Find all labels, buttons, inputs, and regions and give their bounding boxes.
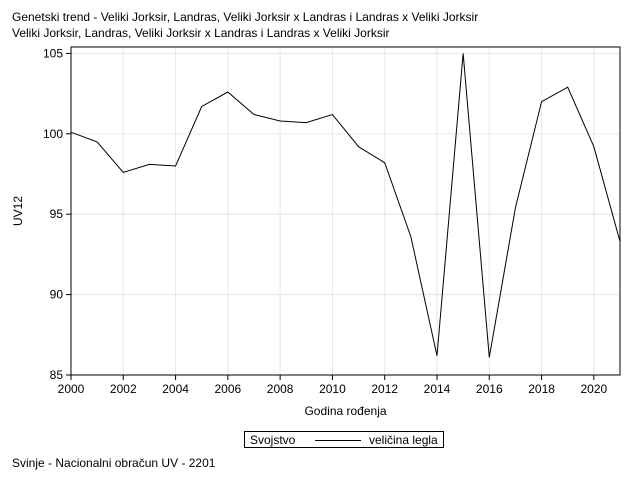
data-point: [409, 235, 412, 238]
data-point: [305, 121, 308, 124]
data-point: [619, 240, 622, 243]
x-tick-label: 2002: [110, 382, 137, 396]
legend-line-swatch: [315, 440, 361, 441]
plot-area: [70, 46, 621, 376]
x-axis-label: Godina rođenja: [304, 404, 386, 418]
y-tick-label: 100: [43, 127, 63, 141]
y-tick-label: 105: [43, 46, 63, 60]
y-tick-label: 85: [50, 368, 64, 382]
data-point: [226, 91, 229, 94]
footnote: Svinje - Nacionalni obračun UV - 2201: [12, 456, 216, 470]
x-tick-label: 2012: [371, 382, 398, 396]
legend-series-label: veličina legla: [369, 433, 438, 447]
data-point: [566, 86, 569, 89]
x-tick-label: 2008: [267, 382, 294, 396]
data-point: [96, 140, 99, 143]
data-point: [174, 164, 177, 167]
x-tick-label: 2020: [581, 382, 608, 396]
data-point: [488, 356, 491, 359]
x-tick-label: 2018: [528, 382, 555, 396]
chart-title: Genetski trend - Veliki Jorksir, Landras…: [12, 10, 479, 24]
chart-subtitle: Veliki Jorksir, Landras, Veliki Jorksir …: [12, 26, 390, 40]
data-point: [331, 113, 334, 116]
data-point: [253, 113, 256, 116]
grid: [70, 47, 620, 376]
x-tick-label: 2006: [215, 382, 242, 396]
x-tick-label: 2014: [424, 382, 451, 396]
data-point: [279, 119, 282, 122]
data-point: [148, 163, 151, 166]
x-tick-label: 2016: [476, 382, 503, 396]
data-point: [200, 105, 203, 108]
data-point: [436, 354, 439, 357]
legend-title: Svojstvo: [250, 433, 296, 447]
series-layer: [70, 52, 622, 359]
x-tick-label: 2000: [58, 382, 85, 396]
data-point: [357, 145, 360, 148]
y-tick-label: 95: [50, 207, 64, 221]
x-tick-label: 2010: [319, 382, 346, 396]
legend: Svojstvo veličina legla: [244, 431, 444, 448]
y-axis-label: UV12: [11, 196, 25, 226]
data-point: [122, 171, 125, 174]
data-point: [540, 100, 543, 103]
data-point: [462, 52, 465, 55]
y-tick-label: 90: [50, 288, 64, 302]
x-tick-label: 2004: [162, 382, 189, 396]
data-point: [70, 131, 73, 134]
data-point: [592, 145, 595, 148]
axis-ticks: 2000 2002 2004 2006 2008 2010 2012 2014 2016 2018…: [43, 46, 608, 396]
data-point: [514, 206, 517, 209]
data-point: [383, 161, 386, 164]
series-line: [70, 53, 621, 358]
